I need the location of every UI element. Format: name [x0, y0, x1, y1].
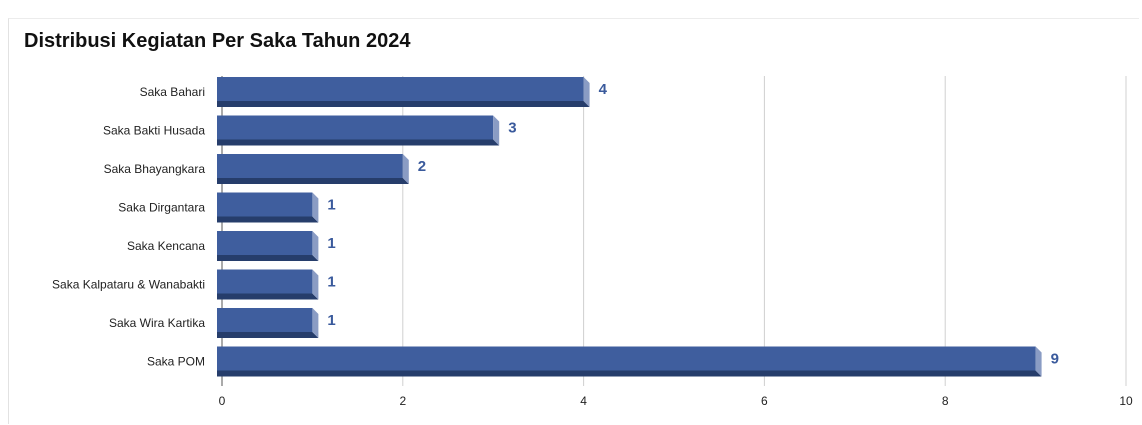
category-labels: Saka Bahari Saka Bakti Husada Saka Bhayang… — [52, 85, 205, 369]
bar — [217, 154, 403, 178]
category-label: Saka Bakti Husada — [103, 124, 205, 138]
data-label: 2 — [418, 158, 426, 175]
category-label: Saka POM — [147, 355, 205, 369]
data-label: 1 — [327, 197, 335, 214]
bar-side — [1035, 346, 1042, 377]
bar — [217, 308, 313, 332]
bar-side — [312, 231, 319, 261]
bar-shadow — [217, 139, 500, 146]
category-label: Saka Bhayangkara — [104, 162, 206, 176]
bar — [217, 77, 584, 101]
data-labels: 4 3 2 1 1 1 1 9 — [327, 81, 1059, 368]
bar-shadow — [217, 332, 319, 338]
bar-shadow — [217, 101, 590, 107]
category-label: Saka Wira Kartika — [109, 316, 205, 330]
bar-side — [312, 308, 319, 338]
bar-shadow — [217, 178, 409, 184]
bar — [217, 231, 313, 255]
data-label: 3 — [508, 120, 516, 137]
x-tick-label: 8 — [942, 394, 949, 408]
bar-side — [312, 192, 319, 223]
data-label: 9 — [1051, 351, 1059, 368]
x-axis-ticks: 0 2 4 6 8 10 — [219, 394, 1133, 408]
bar-side — [312, 269, 319, 300]
bars — [217, 77, 1042, 377]
category-label: Saka Bahari — [140, 85, 205, 99]
data-label: 1 — [327, 312, 335, 329]
bar-side — [493, 115, 500, 146]
bar-shadow — [217, 293, 319, 300]
x-tick-label: 2 — [399, 394, 406, 408]
x-tick-label: 4 — [580, 394, 587, 408]
bar-shadow — [217, 255, 319, 261]
bar-side — [583, 77, 590, 107]
category-label: Saka Kalpataru & Wanabakti — [52, 278, 205, 292]
data-label: 1 — [327, 235, 335, 252]
x-tick-label: 6 — [761, 394, 768, 408]
bar — [217, 346, 1036, 371]
bar — [217, 192, 313, 217]
x-tick-label: 10 — [1119, 394, 1133, 408]
bar — [217, 115, 494, 140]
bar — [217, 269, 313, 294]
chart-title: Distribusi Kegiatan Per Saka Tahun 2024 — [24, 30, 411, 52]
bar-shadow — [217, 216, 319, 223]
data-label: 4 — [599, 81, 608, 98]
bar-side — [402, 154, 409, 184]
cropped-caption-strip — [0, 0, 1142, 18]
bar-shadow — [217, 370, 1042, 377]
data-label: 1 — [327, 274, 335, 291]
category-label: Saka Kencana — [127, 239, 205, 253]
category-label: Saka Dirgantara — [118, 201, 205, 215]
x-tick-label: 0 — [219, 394, 226, 408]
